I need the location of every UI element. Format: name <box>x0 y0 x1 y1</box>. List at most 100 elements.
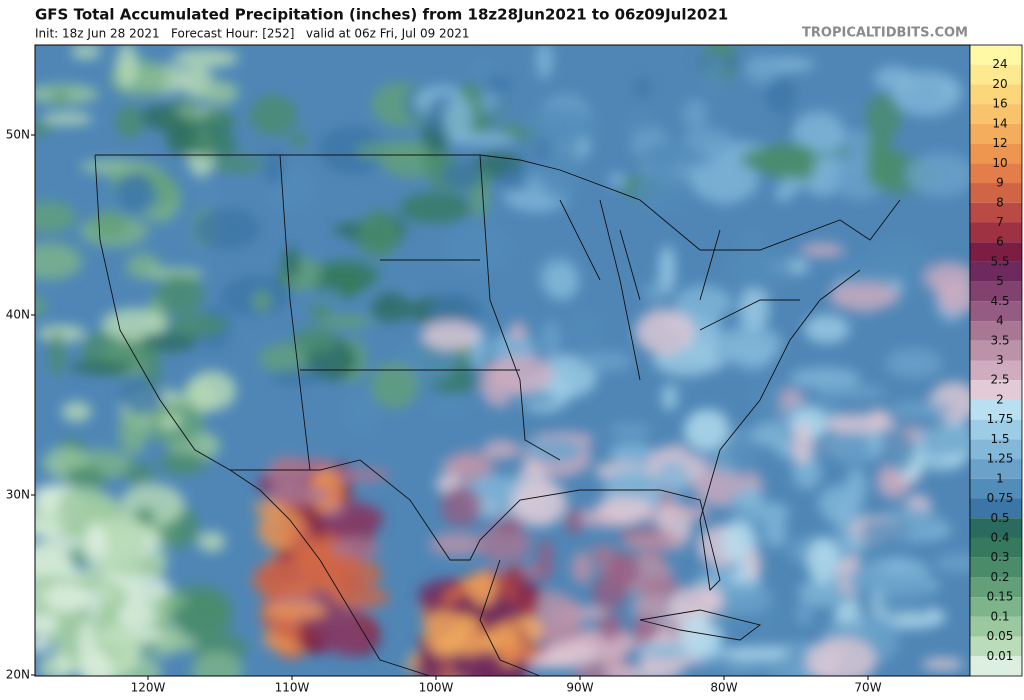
precip-blob <box>197 531 226 552</box>
precip-blob <box>35 121 55 135</box>
colorbar-label: 12 <box>992 136 1007 150</box>
precip-blob <box>794 145 816 182</box>
map-field <box>35 45 970 676</box>
precip-blob <box>193 208 261 250</box>
precip-blob <box>859 519 912 541</box>
precip-blob <box>318 126 387 175</box>
precip-blob <box>370 291 411 323</box>
precip-blob <box>866 425 885 458</box>
precip-blob <box>84 522 108 569</box>
precip-blob <box>846 566 897 594</box>
precip-blob <box>818 485 859 522</box>
colorbar-cell <box>970 301 1022 322</box>
precip-blob <box>791 112 844 150</box>
precip-blob <box>608 172 626 187</box>
precip-blob <box>540 153 580 201</box>
precip-blob <box>906 153 970 197</box>
precip-blob <box>655 460 690 497</box>
lon-label: 120W <box>131 681 166 695</box>
precip-blob <box>168 313 228 337</box>
precip-blob <box>267 455 307 492</box>
precip-blob <box>124 463 156 484</box>
precip-blob <box>499 166 528 192</box>
precip-blob <box>729 438 761 477</box>
precip-blob <box>806 637 877 676</box>
precip-blob <box>646 140 698 168</box>
colorbar-label: 16 <box>992 97 1007 111</box>
precip-blob <box>435 631 498 655</box>
precip-blob <box>49 88 72 104</box>
colorbar-cell <box>970 64 1022 85</box>
precip-blob <box>941 78 959 99</box>
precip-blob <box>703 590 724 614</box>
precip-blob <box>446 450 494 485</box>
precip-blob <box>143 344 161 389</box>
precip-blob <box>258 343 316 374</box>
precip-blob <box>35 295 47 317</box>
precip-blob <box>525 436 584 464</box>
precip-blob <box>355 142 422 161</box>
precip-blob <box>867 144 902 182</box>
precip-blob <box>921 425 970 456</box>
precip-blob <box>330 537 381 559</box>
lat-label: 20N <box>6 668 30 682</box>
colorbar-cell <box>970 439 1022 460</box>
colorbar-label: 14 <box>992 116 1007 130</box>
colorbar-cell <box>970 261 1022 282</box>
precip-blob <box>491 105 511 128</box>
precip-blob <box>331 275 373 288</box>
precip-blob <box>197 109 235 138</box>
precip-blob <box>620 532 686 550</box>
precip-blob <box>639 575 681 602</box>
precip-blob <box>798 578 843 608</box>
precip-blob <box>740 147 795 172</box>
colorbar-cell <box>970 498 1022 519</box>
precip-blob <box>179 133 239 157</box>
precip-blob <box>249 95 297 136</box>
lon-label: 90W <box>566 681 593 695</box>
precip-blob <box>816 385 888 400</box>
precip-blob <box>634 77 652 98</box>
precip-blob <box>565 508 584 536</box>
precip-blob <box>828 282 899 311</box>
precip-blob <box>91 210 129 238</box>
precip-blob <box>484 77 514 91</box>
precip-blob <box>35 542 72 577</box>
precip-blob <box>187 370 237 411</box>
precip-blob <box>198 187 222 207</box>
precip-blob <box>910 600 931 617</box>
colorbar-label: 0.3 <box>990 550 1009 564</box>
precip-blob <box>691 157 759 204</box>
axis-labels: 50N 40N 30N 20N 120W 110W 100W 90W 80W 70W <box>6 128 882 695</box>
precip-blob <box>155 274 205 315</box>
precip-blob <box>661 384 678 411</box>
precip-blob <box>45 584 90 613</box>
precip-blob <box>292 327 338 354</box>
colorbar-cell <box>970 518 1022 538</box>
colorbar-cell <box>970 419 1022 440</box>
lat-label: 40N <box>6 308 30 322</box>
precip-blob <box>159 450 208 475</box>
colorbar-label: 0.01 <box>987 649 1014 663</box>
precip-blob <box>64 465 106 492</box>
colorbar-label: 5.5 <box>990 254 1009 268</box>
colorbar-label: 2 <box>996 392 1004 406</box>
precip-blob <box>495 647 544 661</box>
colorbar-cell <box>970 281 1022 302</box>
precip-blob <box>313 557 383 591</box>
precip-blob <box>725 250 794 291</box>
colorbar-label: 24 <box>992 57 1007 71</box>
precip-blob <box>608 441 654 464</box>
precip-blob <box>865 93 902 141</box>
precip-blob <box>283 246 300 279</box>
colorbar-label: 0.1 <box>990 609 1009 623</box>
precip-blob <box>444 95 473 142</box>
colorbar-label: 0.5 <box>990 511 1009 525</box>
precip-blob <box>470 571 497 607</box>
precip-blob <box>596 495 651 524</box>
precip-blob <box>68 360 133 375</box>
lon-label: 80W <box>710 681 737 695</box>
precip-blob <box>597 612 623 641</box>
precip-blob <box>489 354 554 393</box>
